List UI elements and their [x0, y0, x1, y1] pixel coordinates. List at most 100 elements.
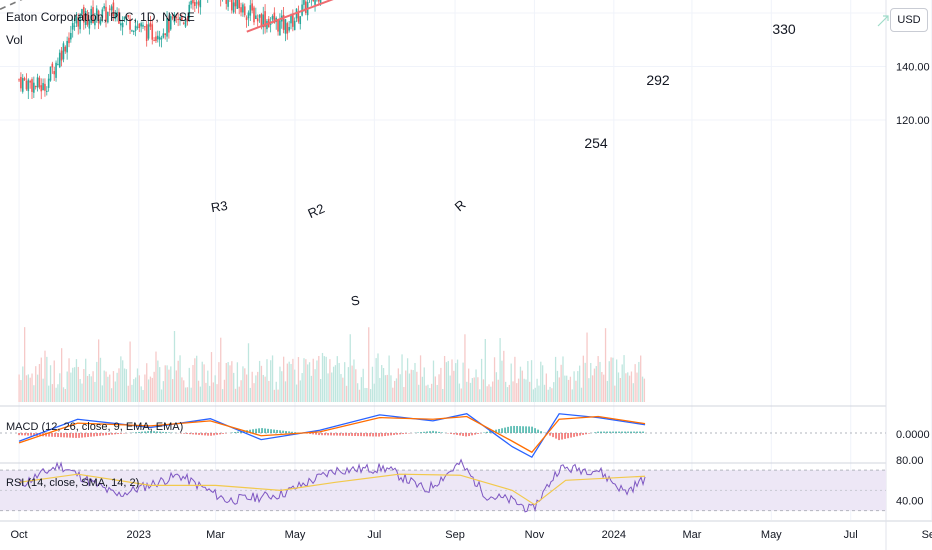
macd-histogram-bar	[48, 433, 50, 437]
volume-bar	[345, 385, 348, 402]
macd-histogram-bar	[585, 433, 587, 435]
volume-bar	[220, 337, 222, 402]
volume-bar	[610, 357, 612, 402]
volume-bar	[488, 384, 490, 402]
macd-histogram-bar	[534, 428, 536, 433]
candle-body	[25, 80, 28, 90]
volume-bar	[271, 355, 274, 402]
macd-histogram-bar	[486, 431, 488, 433]
macd-histogram-bar	[96, 433, 98, 437]
macd-histogram-bar	[567, 433, 569, 439]
candle-body	[62, 43, 65, 60]
candle-body	[160, 38, 163, 40]
volume-bar	[608, 361, 610, 402]
volume-bar	[503, 350, 505, 402]
volume-bar	[419, 355, 422, 402]
volume-bar	[297, 357, 300, 402]
candle-body	[173, 14, 176, 23]
volume-bar	[467, 368, 470, 402]
volume-bar	[593, 368, 596, 402]
volume-bar	[603, 374, 605, 402]
volume-bar	[580, 387, 583, 402]
candle-body	[168, 19, 170, 33]
time-axis-tick: Mar	[206, 529, 225, 541]
candle-body	[51, 63, 54, 68]
volume-bar	[262, 374, 264, 402]
candle-body	[138, 23, 141, 29]
volume-bar	[290, 364, 292, 402]
macd-histogram-bar	[147, 431, 149, 433]
candle-body	[107, 12, 109, 23]
macd-histogram-bar	[102, 433, 104, 436]
macd-histogram-bar	[288, 431, 290, 433]
volume-bar	[214, 375, 216, 402]
volume-bar	[116, 372, 118, 402]
macd-histogram-bar	[420, 432, 422, 433]
candle-body	[236, 0, 239, 9]
volume-bar	[355, 369, 357, 402]
volume-bar	[473, 377, 475, 402]
macd-histogram-bar	[564, 433, 566, 439]
volume-bar	[590, 362, 592, 402]
volume-bar	[351, 365, 353, 402]
volume-bar	[203, 364, 205, 402]
volume-bar	[360, 377, 362, 402]
volume-bar	[429, 387, 431, 402]
macd-histogram-bar	[465, 433, 467, 437]
volume-bar	[504, 381, 507, 402]
volume-bar	[146, 363, 148, 402]
volume-bar	[521, 370, 523, 402]
candle-body	[258, 14, 261, 18]
volume-bar	[227, 362, 229, 402]
volume-bar	[207, 370, 209, 402]
volume-label[interactable]: Vol	[6, 33, 23, 47]
macd-histogram-bar	[366, 433, 368, 437]
volume-bar	[421, 376, 424, 402]
volume-bar	[453, 370, 455, 402]
volume-bar	[529, 381, 531, 402]
volume-bar	[79, 378, 81, 402]
volume-bar	[35, 366, 37, 402]
volume-bar	[406, 358, 409, 402]
macd-histogram-bar	[531, 426, 533, 433]
volume-bar	[136, 368, 139, 402]
macd-histogram-bar	[78, 433, 80, 438]
macd-histogram-bar	[438, 431, 440, 433]
candle-body	[264, 11, 266, 27]
volume-bar	[157, 360, 159, 402]
volume-bar	[601, 372, 603, 402]
candle-body	[114, 13, 117, 20]
candle-body	[132, 31, 135, 33]
volume-bar	[636, 372, 638, 402]
candle-body	[38, 77, 41, 88]
rsi-legend: RSI (14, close, SMA, 14, 2)	[6, 477, 139, 489]
volume-bar	[588, 378, 590, 402]
candle-body	[18, 79, 20, 81]
volume-bar	[582, 355, 584, 402]
volume-bar	[434, 376, 436, 402]
candle-body	[58, 52, 61, 68]
volume-bar	[615, 359, 618, 402]
volume-bar	[257, 371, 259, 402]
volume-bar	[466, 381, 468, 402]
candle-body	[116, 11, 118, 17]
rsi-band	[0, 470, 886, 511]
candle-body	[192, 0, 194, 4]
macd-histogram-bar	[237, 431, 239, 433]
candle-body	[40, 85, 43, 92]
currency-button[interactable]: USD	[890, 8, 928, 32]
candle-body	[255, 15, 257, 20]
volume-bar	[480, 358, 483, 402]
candle-body	[271, 16, 274, 20]
chart-title: Eaton Corporation, PLC, 1D, NYSE	[6, 10, 195, 24]
candle-body	[144, 26, 146, 28]
candle-body	[243, 6, 246, 16]
volume-bar	[517, 378, 520, 402]
volume-bar	[558, 377, 560, 402]
candle-body	[149, 22, 152, 27]
macd-histogram-bar	[294, 432, 296, 433]
candle-body	[256, 18, 259, 22]
volume-bar	[512, 381, 514, 402]
